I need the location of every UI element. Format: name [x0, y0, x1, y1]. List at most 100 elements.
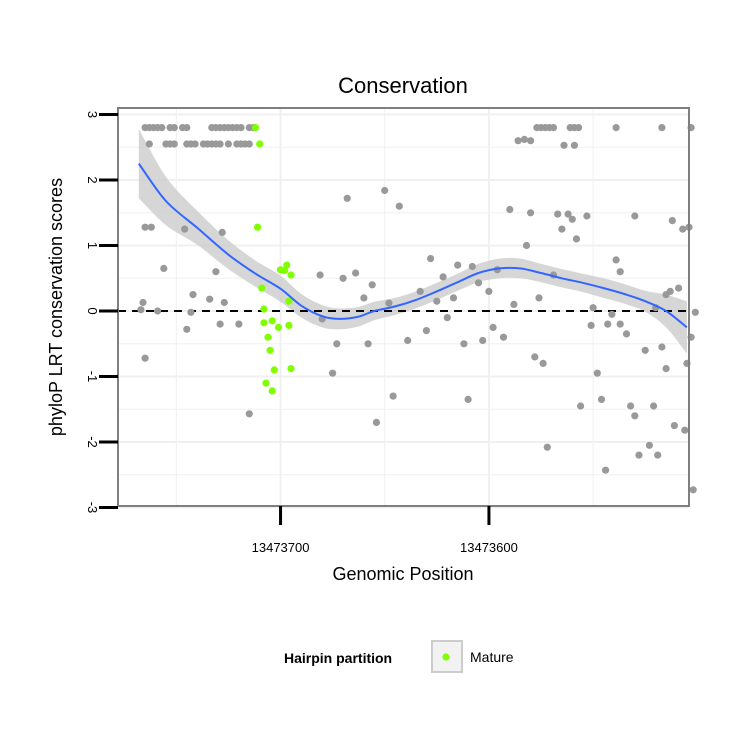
data-point: [329, 369, 337, 377]
data-point: [372, 418, 380, 426]
y-axis: -3 -2 -1 0 1 2 3: [85, 111, 118, 513]
mature-data-point: [283, 261, 291, 269]
data-point: [404, 336, 412, 345]
mature-data-point: [287, 365, 295, 373]
data-point: [681, 426, 689, 434]
data-point: [339, 274, 347, 282]
data-point: [343, 194, 351, 202]
data-point: [514, 137, 522, 145]
data-point: [220, 298, 228, 307]
data-point: [385, 299, 393, 307]
data-point: [658, 343, 666, 351]
smooth-curve-group: [137, 163, 688, 329]
legend: Hairpin partition Mature: [284, 640, 514, 673]
data-point: [474, 279, 483, 287]
data-point: [645, 441, 654, 449]
data-point: [333, 340, 341, 348]
data-point: [170, 140, 178, 148]
legend-label-mature: Mature: [470, 649, 514, 665]
data-point: [679, 225, 687, 233]
data-point: [587, 321, 595, 329]
mature-data-point: [262, 379, 270, 387]
mature-points-group: [251, 124, 295, 395]
data-point: [506, 205, 514, 214]
data-point: [510, 300, 518, 308]
x-tick-label: 13473600: [460, 540, 518, 555]
data-point: [416, 287, 424, 295]
data-point: [141, 354, 149, 362]
data-point: [454, 261, 462, 269]
data-point: [427, 255, 435, 263]
data-point: [464, 395, 472, 403]
mature-data-point: [287, 271, 295, 279]
mature-data-point: [264, 333, 272, 341]
data-point: [499, 333, 508, 341]
data-point: [381, 186, 389, 195]
x-axis-title: Genomic Position: [332, 564, 473, 584]
y-tick-label: 1: [85, 242, 100, 249]
data-point: [145, 140, 153, 148]
data-point: [216, 320, 224, 328]
y-tick-label: 0: [85, 307, 100, 314]
data-point: [183, 325, 191, 333]
mature-data-point: [256, 140, 264, 148]
data-point: [206, 295, 214, 303]
plot-panel-border: [117, 107, 690, 507]
data-point: [593, 369, 601, 377]
data-point: [635, 451, 643, 459]
data-point: [604, 320, 612, 328]
data-point: [570, 141, 579, 149]
legend-key-point: [442, 653, 450, 661]
mature-data-point: [266, 346, 274, 354]
legend-title: Hairpin partition: [284, 650, 392, 666]
mature-data-point: [274, 323, 283, 331]
data-point: [583, 212, 591, 220]
data-point: [535, 294, 543, 302]
data-point: [147, 223, 155, 231]
data-point: [181, 225, 189, 233]
data-point: [389, 392, 397, 400]
data-point: [612, 124, 620, 132]
mature-data-point: [251, 124, 260, 132]
mature-data-point: [258, 284, 266, 292]
data-point: [395, 202, 403, 210]
data-point: [439, 273, 447, 281]
data-point: [577, 402, 585, 410]
data-point: [460, 340, 468, 348]
data-point: [364, 340, 372, 348]
mature-data-point: [260, 305, 268, 313]
data-point: [650, 402, 658, 410]
mature-data-point: [260, 319, 268, 327]
data-point: [212, 268, 220, 276]
x-axis: 13473700 13473600: [252, 506, 518, 555]
data-point: [154, 307, 162, 315]
data-point: [479, 336, 487, 345]
data-point: [158, 124, 166, 132]
mature-data-point: [268, 317, 276, 325]
mature-data-point: [254, 223, 262, 231]
data-point: [245, 410, 253, 418]
data-point: [189, 291, 197, 299]
data-point: [183, 124, 191, 132]
data-point: [522, 241, 531, 250]
y-tick-label: 3: [85, 111, 100, 118]
data-point: [218, 228, 226, 236]
data-point: [608, 310, 616, 318]
data-point: [564, 210, 572, 218]
data-point: [668, 217, 676, 225]
data-point: [627, 402, 635, 410]
ribbon-band: [138, 128, 687, 354]
data-point: [616, 268, 624, 276]
y-tick-label: -2: [85, 436, 100, 448]
data-point: [670, 422, 679, 430]
data-point: [622, 330, 631, 338]
y-tick-label: -3: [85, 502, 100, 514]
y-tick-label: -1: [85, 371, 100, 383]
data-point: [489, 323, 497, 331]
data-point: [235, 320, 243, 328]
data-point: [560, 141, 568, 149]
data-point: [527, 209, 535, 217]
data-point: [237, 124, 245, 132]
data-point: [572, 235, 581, 243]
mature-data-point: [285, 321, 293, 329]
